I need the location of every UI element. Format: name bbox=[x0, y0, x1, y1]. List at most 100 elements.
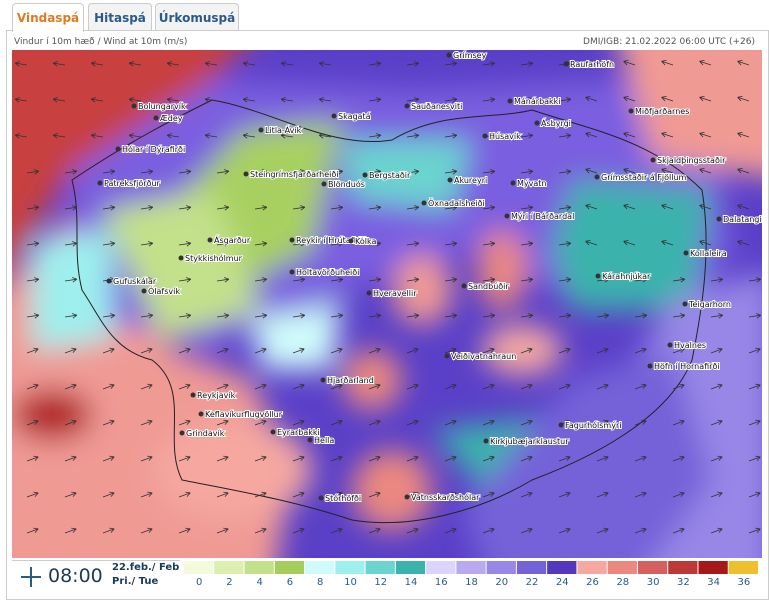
wind-arrow bbox=[254, 491, 267, 498]
header-right: DMI/IGB: 21.02.2022 06:00 UTC (+26) bbox=[583, 37, 755, 47]
place-dot bbox=[321, 181, 327, 187]
time: 08:00 bbox=[48, 565, 103, 587]
wind-arrow bbox=[520, 383, 533, 390]
wind-arrow bbox=[444, 97, 458, 103]
legend-swatch bbox=[214, 561, 244, 574]
wind-arrow bbox=[710, 419, 723, 426]
place-label: Vatnsskarðshólar bbox=[411, 492, 480, 502]
place-label: Kárahnjúkar bbox=[602, 272, 651, 281]
place-dot bbox=[507, 98, 513, 104]
wind-arrow bbox=[710, 347, 723, 354]
wind-arrow bbox=[634, 313, 648, 319]
place-dot bbox=[682, 301, 688, 307]
wind-arrow bbox=[444, 419, 457, 426]
place-dot bbox=[207, 237, 213, 243]
place-dot bbox=[348, 238, 354, 244]
wind-arrow bbox=[368, 241, 382, 247]
wind-arrow bbox=[737, 131, 750, 138]
wind-arrow bbox=[140, 169, 154, 175]
wind-arrow bbox=[242, 133, 256, 139]
tab[interactable]: Hitaspá bbox=[88, 3, 152, 31]
wind-arrow bbox=[102, 347, 115, 354]
place-dot bbox=[178, 255, 184, 261]
wind-arrow bbox=[318, 61, 332, 67]
wind-arrow bbox=[166, 97, 180, 103]
wind-arrow bbox=[444, 169, 458, 175]
legend-swatch bbox=[607, 561, 637, 574]
wind-arrow bbox=[444, 205, 458, 211]
place-dot bbox=[504, 213, 510, 219]
legend-swatch bbox=[456, 561, 486, 574]
wind-arrow bbox=[216, 419, 229, 426]
place-label: Öxnadalsheiði bbox=[428, 198, 485, 208]
wind-arrow bbox=[444, 383, 457, 390]
wind-arrow bbox=[128, 133, 142, 139]
wind-arrow bbox=[596, 313, 610, 319]
place-label: Mánárbakki bbox=[514, 97, 561, 106]
wind-arrow bbox=[368, 527, 381, 534]
wind-arrow bbox=[64, 419, 77, 426]
tab[interactable]: Úrkomuspá bbox=[155, 3, 239, 31]
wind-arrow bbox=[26, 241, 40, 247]
wind-arrow bbox=[482, 455, 495, 462]
legend-label: 26 bbox=[586, 577, 599, 588]
header-left: Vindur í 10m hæð / Wind at 10m (m/s) bbox=[14, 37, 188, 47]
legend-label: 20 bbox=[495, 577, 508, 588]
place-dot bbox=[563, 61, 569, 67]
place-label: Blönduós bbox=[328, 179, 365, 189]
wind-arrow bbox=[672, 347, 685, 354]
wind-arrow bbox=[558, 347, 571, 354]
wind-arrow bbox=[710, 277, 724, 283]
place-dot bbox=[404, 494, 410, 500]
place-dot bbox=[115, 146, 121, 152]
wind-arrow bbox=[710, 313, 724, 319]
wind-arrow bbox=[558, 455, 571, 462]
place-label: Raufarhöfn bbox=[570, 60, 614, 69]
wind-arrow bbox=[482, 313, 496, 319]
wind-arrow bbox=[368, 61, 382, 67]
wind-arrow bbox=[520, 491, 533, 498]
wind-arrow bbox=[292, 277, 306, 283]
wind-arrow bbox=[330, 455, 343, 462]
wind-arrow bbox=[661, 95, 674, 102]
wind-arrow bbox=[292, 383, 305, 390]
wind-arrow bbox=[558, 277, 572, 283]
wind-arrow bbox=[406, 277, 420, 283]
place-dot bbox=[510, 180, 516, 186]
wind-arrow bbox=[140, 241, 154, 247]
wind-arrow bbox=[368, 133, 382, 139]
wind-arrow bbox=[482, 97, 496, 103]
wind-arrow bbox=[140, 347, 153, 354]
place-label: Eyrarbakki bbox=[277, 428, 320, 437]
wind-arrow bbox=[710, 455, 723, 462]
wind-arrow bbox=[64, 455, 77, 462]
place-dot bbox=[307, 437, 313, 443]
place-dot bbox=[131, 103, 137, 109]
place-dot bbox=[594, 174, 600, 180]
wind-arrow bbox=[444, 241, 458, 247]
wind-arrow bbox=[444, 491, 457, 498]
wind-arrow bbox=[748, 491, 761, 498]
place-label: Ædey bbox=[160, 114, 183, 123]
wind-arrow bbox=[585, 239, 598, 246]
wind-arrow bbox=[330, 169, 344, 175]
wind-arrow bbox=[368, 313, 382, 319]
wind-arrow bbox=[216, 455, 229, 462]
tab[interactable]: Vindaspá bbox=[12, 3, 84, 32]
wind-arrow bbox=[216, 169, 230, 175]
wind-arrow bbox=[166, 61, 180, 67]
place-dot bbox=[289, 237, 295, 243]
wind-arrow bbox=[102, 491, 115, 498]
wind-arrow bbox=[596, 455, 609, 462]
place-label: Litla-Ávík bbox=[265, 124, 302, 135]
wind-arrow bbox=[672, 455, 685, 462]
wind-arrow bbox=[242, 61, 256, 67]
place-label: Skjaldþingsstaðir bbox=[657, 156, 726, 165]
wind-arrow bbox=[292, 527, 305, 534]
legend-swatch bbox=[637, 561, 668, 574]
wind-arrow bbox=[444, 527, 457, 534]
wind-arrow bbox=[254, 205, 268, 211]
wind-arrow bbox=[280, 97, 294, 103]
wind-arrow bbox=[672, 527, 685, 534]
wind-arrow bbox=[482, 527, 495, 534]
